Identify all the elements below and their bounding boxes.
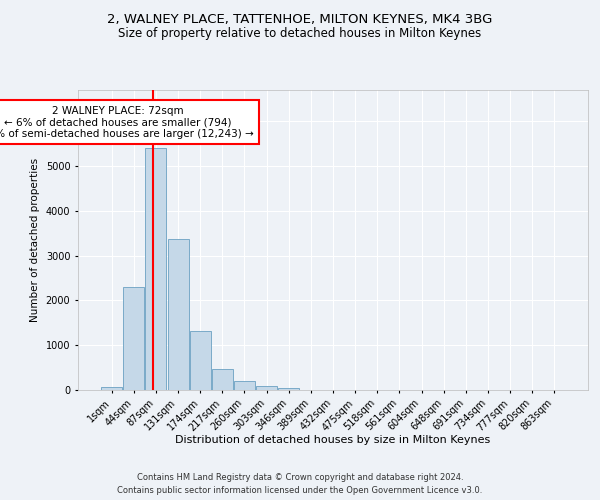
Bar [124, 287, 145, 390]
Bar [278, 388, 299, 390]
Bar [212, 368, 233, 390]
Text: Distribution of detached houses by size in Milton Keynes: Distribution of detached houses by size … [175, 435, 491, 445]
Text: 2 WALNEY PLACE: 72sqm
← 6% of detached houses are smaller (794)
93% of semi-deta: 2 WALNEY PLACE: 72sqm ← 6% of detached h… [0, 106, 254, 139]
Bar [190, 331, 211, 390]
Y-axis label: Number of detached properties: Number of detached properties [30, 158, 40, 322]
Bar [167, 238, 188, 390]
Text: Size of property relative to detached houses in Milton Keynes: Size of property relative to detached ho… [118, 28, 482, 40]
Text: Contains public sector information licensed under the Open Government Licence v3: Contains public sector information licen… [118, 486, 482, 495]
Text: Contains HM Land Registry data © Crown copyright and database right 2024.: Contains HM Land Registry data © Crown c… [137, 472, 463, 482]
Bar [256, 386, 277, 390]
Bar [234, 382, 255, 390]
Bar [145, 148, 166, 390]
Bar [101, 387, 122, 390]
Text: 2, WALNEY PLACE, TATTENHOE, MILTON KEYNES, MK4 3BG: 2, WALNEY PLACE, TATTENHOE, MILTON KEYNE… [107, 12, 493, 26]
